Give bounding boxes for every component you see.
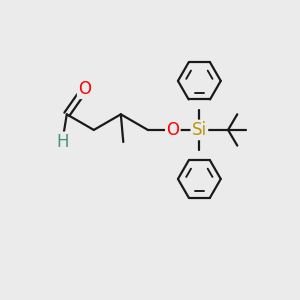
Text: O: O	[166, 121, 179, 139]
Text: H: H	[56, 133, 69, 151]
Text: Si: Si	[192, 121, 207, 139]
Text: O: O	[78, 80, 91, 98]
